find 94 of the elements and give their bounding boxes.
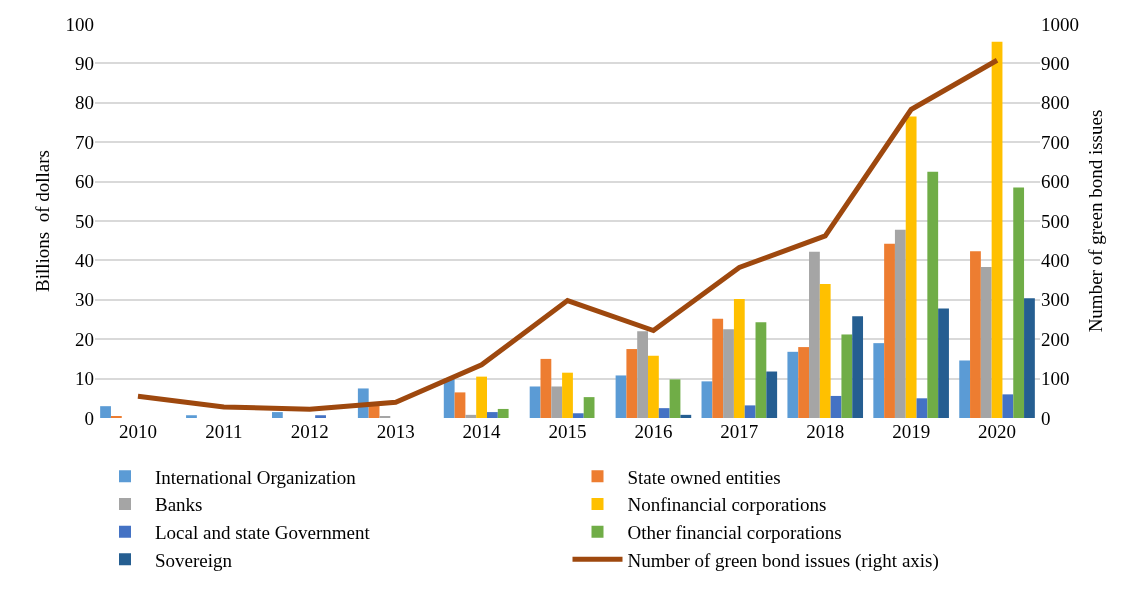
- y-tick-label: 0: [84, 407, 94, 429]
- y-tick-label: 60: [75, 171, 94, 193]
- bar: [315, 415, 326, 418]
- y2-axis-title: Number of green bond issues: [1084, 109, 1106, 333]
- bar: [712, 318, 724, 418]
- y-axis-title: Billions of dollars: [32, 150, 54, 292]
- bar: [701, 381, 713, 418]
- bar: [744, 405, 756, 418]
- bar: [551, 386, 563, 418]
- x-tick-label: 2015: [548, 421, 587, 442]
- bar: [562, 372, 573, 418]
- bar: [583, 397, 595, 418]
- bar: [733, 299, 745, 418]
- bar: [766, 371, 778, 418]
- x-tick-label: 2012: [290, 421, 329, 442]
- x-tick-label: 2011: [205, 421, 243, 442]
- bar: [927, 171, 939, 418]
- y2-tick-label: 700: [1041, 131, 1070, 153]
- x-tick-label: 2018: [806, 421, 845, 442]
- bar: [486, 412, 498, 418]
- legend-label: International Organization: [155, 466, 357, 488]
- bar: [454, 392, 466, 418]
- x-tick-label: 2019: [892, 421, 931, 442]
- bar: [755, 322, 767, 418]
- y-tick-label: 70: [75, 131, 94, 153]
- bar: [830, 395, 842, 418]
- bar: [637, 331, 649, 418]
- bar: [852, 316, 864, 418]
- x-tick-label: 2014: [462, 421, 502, 442]
- y2-tick-label: 0: [1041, 407, 1051, 429]
- y2-tick-label: 900: [1041, 53, 1070, 75]
- y-tick-label: 50: [75, 210, 94, 232]
- bar: [991, 41, 1003, 418]
- y2-tick-label: 300: [1041, 289, 1070, 311]
- y-tick-label: 40: [75, 250, 94, 272]
- bar: [648, 355, 659, 418]
- x-tick-label: 2016: [634, 421, 673, 442]
- bar: [841, 334, 853, 418]
- bar: [572, 413, 584, 418]
- x-tick-label: 2010: [118, 421, 157, 442]
- legend-label: Other financial corporations: [627, 522, 842, 544]
- bar: [626, 349, 638, 418]
- bar: [465, 414, 477, 418]
- legend-label: State owned entities: [627, 466, 781, 488]
- bar: [669, 379, 681, 418]
- y2-tick-label: 600: [1041, 171, 1070, 193]
- bar: [1024, 298, 1035, 418]
- bar: [916, 398, 928, 418]
- x-tick-label: 2020: [978, 421, 1017, 442]
- bar: [884, 243, 895, 418]
- legend-label: Nonfinancial corporations: [627, 494, 827, 516]
- y2-tick-label: 200: [1041, 328, 1070, 350]
- bar: [980, 267, 992, 418]
- bar: [529, 386, 541, 418]
- y2-tick-label: 800: [1041, 92, 1070, 114]
- legend-label: Local and state Government: [155, 522, 371, 544]
- legend-label: Sovereign: [155, 549, 233, 571]
- x-tick-label: 2013: [376, 421, 415, 442]
- bar: [905, 116, 917, 418]
- bar: [615, 375, 627, 418]
- y2-tick-label: 1000: [1041, 13, 1079, 35]
- y-tick-label: 90: [75, 53, 94, 75]
- bar: [1013, 187, 1025, 418]
- bar: [476, 376, 487, 418]
- y2-tick-label: 500: [1041, 210, 1070, 232]
- legend-label: Number of green bond issues (right axis): [627, 549, 939, 572]
- bar: [787, 351, 799, 418]
- y-tick-label: 80: [75, 92, 94, 114]
- bar: [658, 408, 670, 418]
- y2-tick-label: 100: [1041, 368, 1070, 390]
- bar: [497, 408, 509, 418]
- bar: [938, 308, 949, 418]
- bar: [819, 284, 831, 418]
- bar: [680, 414, 692, 418]
- bar: [723, 329, 734, 418]
- bar: [873, 343, 885, 418]
- bar: [186, 415, 197, 418]
- x-tick-label: 2017: [720, 421, 759, 442]
- bar: [809, 251, 820, 418]
- bar: [959, 360, 971, 418]
- y-tick-label: 100: [65, 13, 94, 35]
- bar: [100, 406, 111, 418]
- legend-label: Banks: [155, 494, 203, 516]
- bar: [970, 251, 981, 418]
- bar: [894, 229, 906, 418]
- bar: [271, 412, 283, 418]
- bar: [798, 347, 810, 418]
- y-tick-label: 30: [75, 289, 94, 311]
- y-tick-label: 20: [75, 328, 94, 350]
- bar: [540, 358, 552, 418]
- bar: [443, 378, 455, 418]
- y2-tick-label: 400: [1041, 250, 1070, 272]
- y-tick-label: 10: [75, 368, 94, 390]
- bar: [1002, 394, 1014, 418]
